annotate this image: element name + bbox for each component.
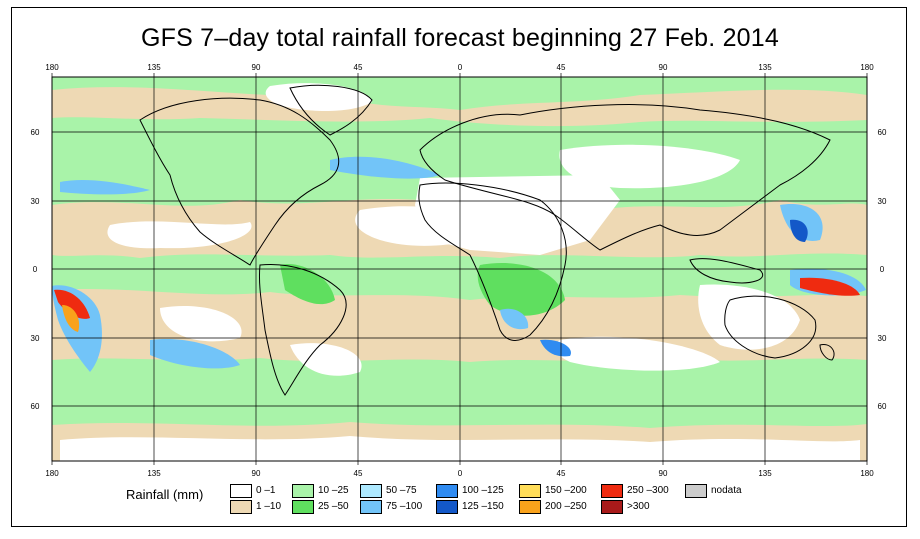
legend-label: 200 –250	[545, 501, 587, 512]
right-tick-label: 30	[878, 334, 887, 343]
top-tick-label: 135	[758, 63, 772, 72]
bottom-tick-label: 135	[147, 469, 161, 478]
top-tick-label: 90	[252, 63, 261, 72]
map-border	[51, 76, 868, 462]
legend-label: 150 –200	[545, 485, 587, 496]
bottom-tick-label: 180	[860, 469, 874, 478]
left-tick-label: 0	[33, 265, 38, 274]
left-tick-label: 30	[31, 334, 40, 343]
bottom-tick-label: 0	[458, 469, 463, 478]
top-tick-label: 0	[458, 63, 463, 72]
top-tick-label: 180	[860, 63, 874, 72]
right-tick-label: 30	[878, 197, 887, 206]
rainfall-legend: Rainfall (mm) 0 –1 1 –10 10 –25 25 –50 5…	[120, 484, 800, 520]
legend-label: 50 –75	[386, 485, 417, 496]
top-tick-label: 180	[45, 63, 59, 72]
legend-swatch	[292, 500, 314, 514]
bottom-tick-label: 180	[45, 469, 59, 478]
top-tick-label: 45	[557, 63, 566, 72]
top-tick-label: 135	[147, 63, 161, 72]
bottom-tick-label: 45	[354, 469, 363, 478]
legend-swatch	[685, 484, 707, 498]
left-tick-label: 60	[31, 402, 40, 411]
legend-label: 1 –10	[256, 501, 282, 512]
legend-label: 75 –100	[386, 501, 423, 512]
legend-swatch	[436, 500, 458, 514]
legend-swatch	[601, 484, 623, 498]
top-tick-label: 90	[659, 63, 668, 72]
legend-swatch	[360, 484, 382, 498]
legend-swatch	[436, 484, 458, 498]
bottom-tick-label: 135	[758, 469, 772, 478]
legend-label: >300	[627, 501, 650, 512]
bottom-tick-label: 90	[252, 469, 261, 478]
right-tick-label: 0	[880, 265, 885, 274]
legend-label: 10 –25	[318, 485, 349, 496]
legend-label: 0 –1	[256, 485, 276, 496]
right-tick-label: 60	[878, 402, 887, 411]
map-title: GFS 7–day total rainfall forecast beginn…	[141, 24, 779, 52]
bottom-tick-label: 45	[557, 469, 566, 478]
coastlines	[139, 84, 835, 396]
left-tick-label: 30	[31, 197, 40, 206]
legend-swatch	[519, 500, 541, 514]
left-tick-label: 60	[31, 128, 40, 137]
figure-frame	[11, 7, 907, 527]
legend-swatch	[360, 500, 382, 514]
bottom-tick-label: 90	[659, 469, 668, 478]
legend-label: 250 –300	[627, 485, 669, 496]
legend-swatch	[230, 484, 252, 498]
legend-swatch	[230, 500, 252, 514]
graticule	[52, 77, 867, 461]
right-tick-label: 60	[878, 128, 887, 137]
legend-swatch	[519, 484, 541, 498]
top-tick-label: 45	[354, 63, 363, 72]
legend-label: 100 –125	[462, 485, 504, 496]
legend-label: nodata	[711, 485, 742, 496]
legend-swatch	[292, 484, 314, 498]
legend-label: 25 –50	[318, 501, 349, 512]
legend-title: Rainfall (mm)	[126, 487, 204, 502]
legend-label: 125 –150	[462, 501, 504, 512]
legend-swatch	[601, 500, 623, 514]
